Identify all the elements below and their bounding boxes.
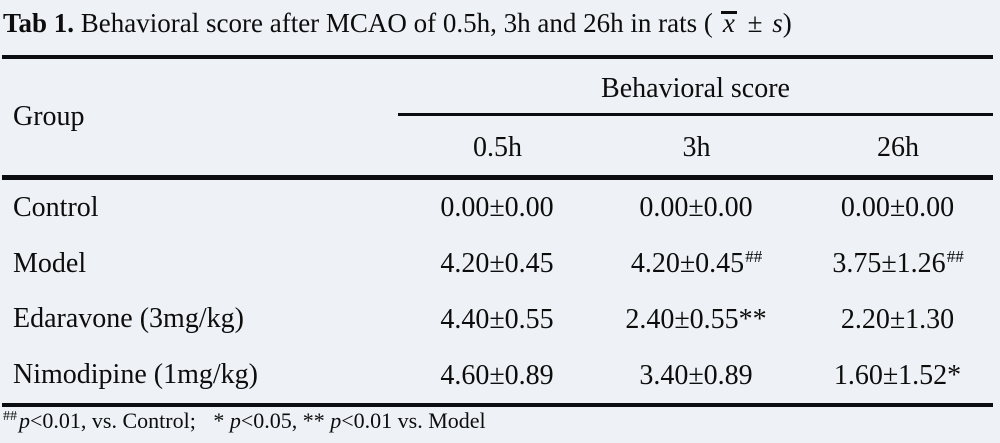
table-row-model: Model 4.20±0.45 4.20±0.45## 3.75±1.26## bbox=[0, 236, 1000, 292]
mean-symbol: x bbox=[720, 8, 738, 39]
caption-close-paren: ) bbox=[782, 8, 792, 38]
footnote-p-symbol: p bbox=[19, 408, 30, 433]
cell-value: 4.40±0.55 bbox=[440, 303, 554, 335]
cell-value: 4.20±0.45## bbox=[630, 247, 763, 280]
table-body: Control 0.00±0.00 0.00±0.00 0.00±0.00 Mo… bbox=[0, 180, 1000, 403]
footnote-text: <0.01, vs. Control; bbox=[30, 408, 196, 433]
table-row-control: Control 0.00±0.00 0.00±0.00 0.00±0.00 bbox=[0, 180, 1000, 236]
cell-value: 4.20±0.45 bbox=[440, 248, 554, 280]
table-row-nimodipine: Nimodipine (1mg/kg) 4.60±0.89 3.40±0.89 … bbox=[0, 347, 1000, 403]
footnote-p-symbol: p bbox=[330, 408, 342, 433]
cell-value: 4.60±0.89 bbox=[440, 359, 554, 391]
row-group-label: Model bbox=[13, 247, 87, 279]
footnote-star-marker: * bbox=[213, 408, 225, 433]
significance-mark: ## bbox=[745, 247, 763, 267]
column-header-0-5h: 0.5h bbox=[473, 132, 522, 163]
row-group-label: Nimodipine (1mg/kg) bbox=[13, 359, 258, 391]
table-caption: Tab 1. Behavioral score after MCAO of 0.… bbox=[3, 8, 792, 39]
footnote: ##p<0.01, vs. Control; * p<0.05, ** p<0.… bbox=[3, 408, 486, 434]
bottom-rule bbox=[2, 403, 993, 407]
spanner-header-behavioral-score: Behavioral score bbox=[601, 73, 790, 104]
cell-value: 0.00±0.00 bbox=[440, 192, 554, 224]
sd-symbol: s bbox=[772, 8, 783, 38]
cell-value: 3.75±1.26## bbox=[832, 247, 964, 280]
footnote-text: <0.01 vs. Model bbox=[341, 408, 486, 433]
footnote-hash-marker: ## bbox=[3, 409, 17, 424]
significance-mark: ## bbox=[946, 247, 964, 267]
table-caption-text: Behavioral score after MCAO of 0.5h, 3h … bbox=[80, 8, 713, 38]
header-rule bbox=[2, 175, 993, 180]
column-header-26h: 26h bbox=[877, 132, 919, 163]
table-row-edaravone: Edaravone (3mg/kg) 4.40±0.55 2.40±0.55**… bbox=[0, 292, 1000, 348]
column-header-group: Group bbox=[13, 101, 85, 132]
cell-value: 1.60±1.52* bbox=[833, 359, 962, 391]
row-group-label: Edaravone (3mg/kg) bbox=[13, 303, 244, 335]
footnote-p-symbol: p bbox=[229, 408, 241, 433]
cell-value: 3.40±0.89 bbox=[639, 359, 753, 391]
footnote-double-star-marker: ** bbox=[302, 408, 325, 433]
row-group-label: Control bbox=[13, 191, 99, 223]
cell-value: 2.20±1.30 bbox=[840, 303, 955, 335]
subheader-row: 0.5h 3h 26h bbox=[398, 131, 1000, 165]
table-caption-label: Tab 1. bbox=[3, 8, 75, 38]
cell-value: 0.00±0.00 bbox=[840, 192, 955, 224]
top-rule bbox=[2, 55, 993, 59]
footnote-text: <0.05, bbox=[240, 408, 298, 433]
cell-value: 0.00±0.00 bbox=[639, 192, 753, 224]
plus-minus-symbol: ± bbox=[747, 8, 763, 38]
spanner-rule bbox=[398, 113, 993, 116]
column-header-3h: 3h bbox=[682, 132, 711, 163]
cell-value: 2.40±0.55** bbox=[625, 303, 767, 335]
